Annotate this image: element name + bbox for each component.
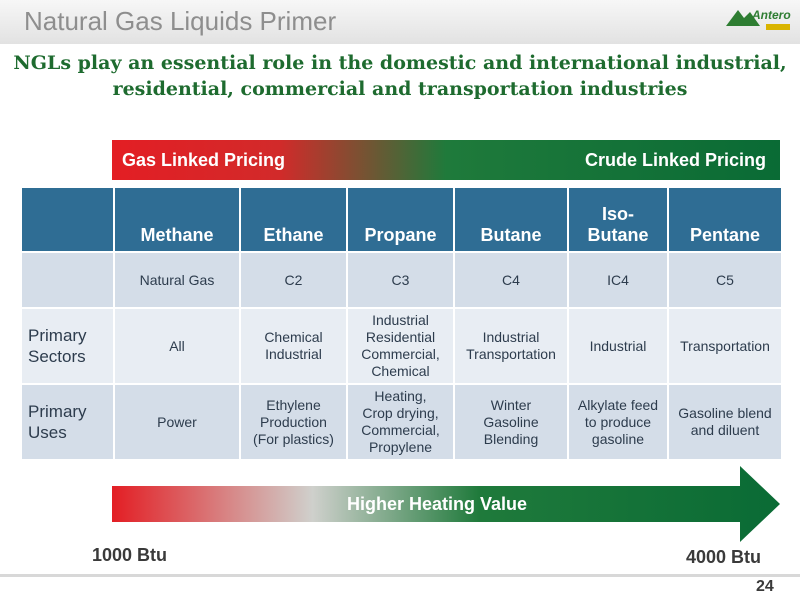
cell-line: Commercial,: [361, 422, 440, 438]
cell-line: Primary: [28, 326, 87, 345]
crude-linked-pricing-label: Crude Linked Pricing: [584, 150, 766, 170]
use-cell: Power: [113, 383, 241, 461]
cell-line: Gasoline: [483, 413, 539, 430]
component-header: Propane: [346, 186, 455, 253]
component-header: Butane: [453, 186, 569, 253]
page-number: 24: [756, 578, 774, 595]
table-row: Primary Sectors All Chemical Industrial In…: [20, 307, 783, 385]
sector-cell: Industrial: [567, 307, 669, 385]
component-header: Ethane: [239, 186, 348, 253]
cell-line: Chemical: [371, 363, 430, 379]
btu-min-label: 1000 Btu: [92, 545, 168, 565]
code-cell: C4: [453, 251, 569, 309]
sector-cell: Transportation: [667, 307, 783, 385]
cell-line: Primary: [28, 402, 87, 421]
cell-line: Industrial: [265, 346, 322, 362]
cell-line: Transportation: [680, 337, 770, 354]
cell-line: to produce: [584, 413, 652, 430]
cell-line: Industrial: [372, 312, 429, 328]
subtitle-line: residential, commercial and transportati…: [112, 78, 688, 100]
sector-cell: All: [113, 307, 241, 385]
table-corner-cell: [20, 186, 115, 253]
cell-line: Winter: [490, 396, 532, 413]
component-header: Methane: [113, 186, 241, 253]
row-label-primary-uses: Primary Uses: [20, 383, 115, 461]
cell-line: Production: [260, 413, 327, 430]
cell-line: (For plastics): [253, 430, 334, 447]
pricing-gradient-bar: Gas Linked Pricing Crude Linked Pricing: [112, 140, 780, 180]
component-header: Pentane: [667, 186, 783, 253]
use-cell: Gasoline blend and diluent: [667, 383, 783, 461]
sector-cell: Chemical Industrial: [239, 307, 348, 385]
cell-line: Blending: [483, 430, 539, 447]
row-label-primary-sectors: Primary Sectors: [20, 307, 115, 385]
use-cell: Alkylate feed to produce gasoline: [567, 383, 669, 461]
gas-linked-pricing-label: Gas Linked Pricing: [122, 150, 286, 170]
cell-line: Chemical: [264, 329, 323, 345]
higher-heating-value-label: Higher Heating Value: [346, 494, 528, 514]
use-cell: Heating, Crop drying, Commercial, Propylene: [346, 383, 455, 461]
cell-line: Iso-: [601, 204, 634, 224]
cell-line: Gasoline blend: [678, 405, 772, 421]
btu-max-label: 4000 Btu: [686, 547, 762, 567]
cell-line: Crop drying,: [362, 405, 439, 421]
footer-divider: [0, 574, 800, 577]
ngl-table: Methane Ethane Propane Butane Iso- Butane…: [20, 186, 783, 461]
cell-line: Alkylate feed: [577, 396, 659, 413]
table-header-row: Methane Ethane Propane Butane Iso- Butane…: [20, 186, 783, 253]
cell-line: gasoline: [591, 430, 645, 447]
cell-line: Ethane: [263, 225, 324, 245]
cell-line: Uses: [28, 423, 67, 442]
cell-line: Methane: [140, 225, 214, 245]
mountain-logo-icon: [726, 10, 760, 26]
component-header: Iso- Butane: [567, 186, 669, 253]
code-cell: C3: [346, 251, 455, 309]
cell-line: Industrial: [482, 329, 540, 345]
cell-line: Propylene: [368, 439, 433, 455]
slide-subtitle: NGLs play an essential role in the domes…: [0, 50, 800, 102]
cell-line: Ethylene: [266, 396, 321, 413]
cell-line: Industrial: [589, 337, 647, 354]
cell-line: Pentane: [689, 225, 761, 245]
use-cell: Winter Gasoline Blending: [453, 383, 569, 461]
cell-line: Transportation: [466, 346, 556, 362]
table-row: Primary Uses Power Ethylene Production (For…: [20, 383, 783, 461]
cell-line: Power: [157, 413, 197, 430]
sector-cell: Industrial Transportation: [453, 307, 569, 385]
cell-line: Propane: [364, 225, 437, 245]
table-row: Natural Gas C2 C3 C4 IC4 C5: [20, 251, 783, 309]
heating-value-arrow: [112, 466, 780, 542]
code-cell: C5: [667, 251, 783, 309]
row-label-empty: [20, 251, 115, 309]
cell-line: Heating,: [374, 388, 427, 404]
use-cell: Ethylene Production (For plastics): [239, 383, 348, 461]
cell-line: Residential: [365, 329, 436, 345]
cell-line: Butane: [587, 225, 649, 245]
header-bar: Natural Gas Liquids Primer Antero: [0, 0, 800, 44]
logo-tag: [766, 24, 790, 30]
cell-line: Butane: [480, 225, 542, 245]
cell-line: All: [169, 337, 185, 354]
code-cell: IC4: [567, 251, 669, 309]
cell-line: Sectors: [28, 347, 86, 366]
logo-text: Antero: [752, 8, 791, 22]
sector-cell: Industrial Residential Commercial, Chemical: [346, 307, 455, 385]
page-title: Natural Gas Liquids Primer: [24, 6, 337, 36]
code-cell: C2: [239, 251, 348, 309]
code-cell: Natural Gas: [113, 251, 241, 309]
subtitle-line: NGLs play an essential role in the domes…: [13, 52, 787, 74]
cell-line: Commercial,: [361, 346, 440, 362]
cell-line: and diluent: [690, 422, 760, 438]
